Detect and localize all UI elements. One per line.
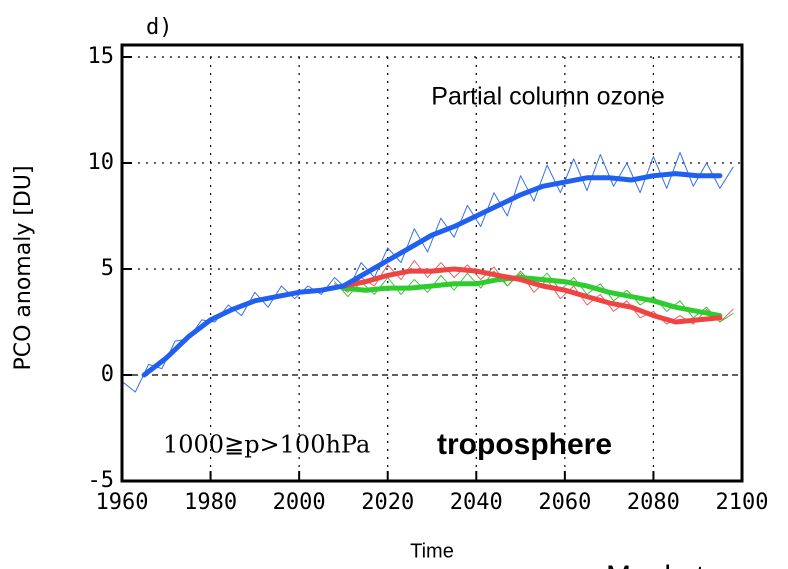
y-tick-label: 0 <box>101 362 114 387</box>
x-tick-label: 2020 <box>361 490 414 515</box>
y-tick-label: 5 <box>101 256 114 281</box>
x-tick-label: 2060 <box>538 490 591 515</box>
series-line <box>340 275 723 319</box>
x-tick-label: 1960 <box>96 490 149 515</box>
annotation: 1000≧p>100hPa <box>163 431 370 459</box>
plot-frame <box>120 43 744 483</box>
series-line <box>334 260 734 325</box>
y-axis-label: PCO anomaly [DU] <box>11 165 36 370</box>
series-line <box>141 171 723 378</box>
credit: Meul et <box>606 560 705 569</box>
y-tick-label: 15 <box>88 44 115 69</box>
x-tick-label: 2100 <box>716 490 769 515</box>
chart-title: Partial column ozone <box>431 83 664 111</box>
annotation-highlight: troposphere <box>437 428 612 461</box>
x-tick-label: 1980 <box>184 490 237 515</box>
series-line <box>340 266 723 325</box>
panel-label: d) <box>146 15 173 40</box>
x-tick-label: 2000 <box>273 490 326 515</box>
x-axis-label: Time <box>410 540 454 562</box>
x-tick-label: 2080 <box>627 490 680 515</box>
y-tick-label: -5 <box>88 468 115 493</box>
y-tick-label: 10 <box>88 150 115 175</box>
x-tick-label: 2040 <box>450 490 503 515</box>
series-line <box>121 151 734 393</box>
